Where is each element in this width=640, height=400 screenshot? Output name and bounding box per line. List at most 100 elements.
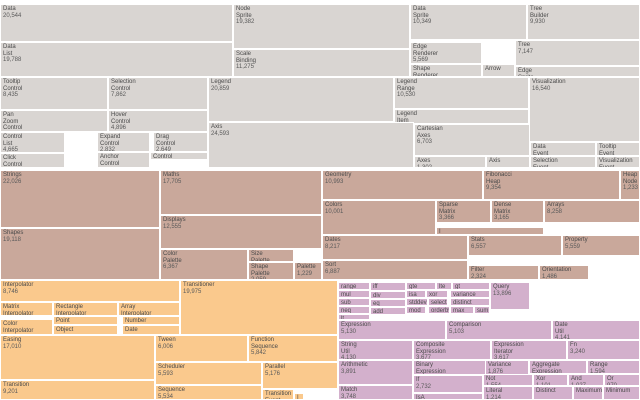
treemap-cell-label: variance xyxy=(453,292,476,298)
treemap-cell: mod xyxy=(406,306,426,314)
treemap-cell-label: Tree Builder xyxy=(530,6,549,19)
treemap-cell-label: Legend Range xyxy=(397,79,418,92)
treemap-cell-value: 7,147 xyxy=(518,48,534,55)
treemap-cell-value: 6,006 xyxy=(158,343,174,350)
treemap-cell: Cartesian Axes 6,703 xyxy=(414,124,530,156)
treemap-cell-label: gt xyxy=(455,284,461,290)
treemap-cell-value: 6,703 xyxy=(417,139,433,145)
treemap-cell-label: Xor xyxy=(536,376,546,382)
treemap-cell-label: Data Sprite xyxy=(413,6,429,19)
treemap-cell-label: Parallel xyxy=(265,364,286,370)
treemap-cell-value: 9,201 xyxy=(3,388,19,395)
treemap-cell-label: Anchor Control xyxy=(100,154,120,167)
treemap-cell-label: Color Palette xyxy=(163,251,182,264)
treemap-cell: Arrow xyxy=(482,64,515,77)
treemap-cell-value: 24,593 xyxy=(211,130,230,137)
treemap-cell: stddev xyxy=(406,298,428,306)
treemap-cell: Transitioner 19,975 xyxy=(180,280,338,335)
treemap-cell-label: gte xyxy=(409,284,418,290)
treemap-cell: distinct xyxy=(450,298,490,306)
treemap-cell-label: Arithmetic xyxy=(341,362,368,368)
treemap-cell-label: Range xyxy=(590,362,608,368)
treemap-cell-label: Selection Control xyxy=(111,79,136,92)
treemap-cell: Interpolator 8,746 xyxy=(0,280,180,302)
treemap-cell: Control List 4,665 xyxy=(0,132,65,153)
treemap-cell: Filter 2,324 xyxy=(468,265,539,280)
treemap-cell: Scheduler 5,593 xyxy=(155,362,262,385)
treemap-cell-label: stddev xyxy=(409,300,427,306)
treemap-cell: Query 13,896 xyxy=(490,282,530,310)
treemap-cell-label: Array Interpolator xyxy=(121,304,152,316)
treemap-cell: Visualization Event xyxy=(596,156,640,168)
treemap-cell-label: Object Interpolator xyxy=(56,327,86,334)
treemap-cell-value: 1,233 xyxy=(623,185,639,191)
treemap-cell-label: Data xyxy=(3,6,16,12)
treemap-cell: Sparse Matrix 3,366 xyxy=(436,200,491,223)
treemap-cell-label: Visualization xyxy=(532,79,566,85)
treemap-cell: I xyxy=(294,393,304,400)
treemap-cell-label: Geometry xyxy=(325,172,352,178)
treemap-cell: Comparison 5,103 xyxy=(446,320,552,340)
treemap-cell-value: 16,540 xyxy=(532,85,551,92)
treemap-cell-value: 1,302 xyxy=(417,164,433,168)
treemap-cell-label: Fibonacci Heap xyxy=(486,172,512,185)
treemap-cell: Rectangle Interpolator xyxy=(53,302,118,316)
treemap-cell-value: 2,138 xyxy=(100,167,149,168)
treemap-cell: Data Sprite 10,349 xyxy=(410,4,527,40)
treemap-cell-value: 10,530 xyxy=(397,92,416,98)
treemap-cell: And 1,027 xyxy=(568,374,604,386)
treemap-cell-value: 2,732 xyxy=(416,383,432,390)
treemap-cell-label: Stats xyxy=(471,237,485,243)
treemap-cell: Colors 10,001 xyxy=(322,200,436,235)
treemap-cell: sum xyxy=(474,306,490,314)
treemap-cell-label: Dates xyxy=(325,237,341,243)
treemap-cell-label: max xyxy=(453,308,465,314)
treemap-cell: Scale Binding 11,275 xyxy=(233,49,410,77)
treemap-cell-value: 1,214 xyxy=(486,394,502,400)
treemap-cell-label: If xyxy=(416,377,420,383)
treemap-cell: Shape Palette 2,059 xyxy=(248,262,294,280)
treemap-cell: Data 20,544 xyxy=(0,4,233,42)
treemap-cell-label: String Util xyxy=(341,342,357,355)
treemap-cell-label: Axis xyxy=(489,158,501,164)
treemap-cell-label: Aggregate Expression xyxy=(532,362,562,374)
treemap-cell-label: Edge Sprite xyxy=(518,68,534,76)
treemap-cell-label: Control xyxy=(153,154,173,160)
treemap-cell: Dates 8,217 xyxy=(322,235,468,260)
treemap-cell-label: Tree xyxy=(518,42,531,48)
treemap-cell: Easing 17,010 xyxy=(0,335,155,380)
treemap-cell: Orientation 1,486 xyxy=(539,265,589,280)
treemap-cell-label: Sequence xyxy=(158,387,186,393)
treemap-cell-label: Arrow xyxy=(485,66,501,72)
treemap-cell-value: 5,534 xyxy=(158,393,174,400)
treemap-cell-label: Date Interpolator xyxy=(125,327,155,334)
treemap-cell: Date Interpolator xyxy=(122,325,180,335)
treemap-cell-label: Interpolator xyxy=(3,282,34,288)
treemap-cell: Pan Zoom Control5,222 xyxy=(0,110,108,132)
treemap-cell: xor xyxy=(426,290,448,298)
treemap-cell: Palette 1,229 xyxy=(294,262,322,280)
treemap-cell-value: 19,118 xyxy=(3,236,21,243)
treemap-cell-label: And xyxy=(571,376,582,382)
treemap-cell-value: 8,746 xyxy=(3,288,19,295)
treemap-cell-value: 4,141 xyxy=(555,335,571,340)
treemap-cell-label: Dense Matrix xyxy=(494,202,512,215)
treemap-cell-value: 20,859 xyxy=(211,85,230,92)
treemap-cell: variance xyxy=(450,290,490,298)
treemap-cell: eq xyxy=(370,299,406,307)
treemap-cell-label: Cartesian Axes xyxy=(417,126,443,139)
treemap-cell-label: Scheduler xyxy=(158,364,186,370)
treemap-cell: Axes 1,302 xyxy=(414,156,486,168)
treemap-cell-value: 5,569 xyxy=(413,57,429,63)
treemap-cell-value: 10,349 xyxy=(413,19,432,25)
treemap-cell-label: Filter xyxy=(471,267,485,273)
treemap-cell: Click Control3,824 xyxy=(0,153,65,168)
treemap-cell: gt xyxy=(452,282,490,290)
treemap-cell-label: Minimum xyxy=(606,388,631,394)
treemap-cell-label: range xyxy=(341,284,357,290)
treemap-cell: neq xyxy=(338,306,370,314)
treemap-cell: Tree Builder 9,930 xyxy=(527,4,640,40)
treemap-cell-value: 970 xyxy=(607,382,618,386)
treemap-cell-value: 2,059 xyxy=(251,277,267,280)
